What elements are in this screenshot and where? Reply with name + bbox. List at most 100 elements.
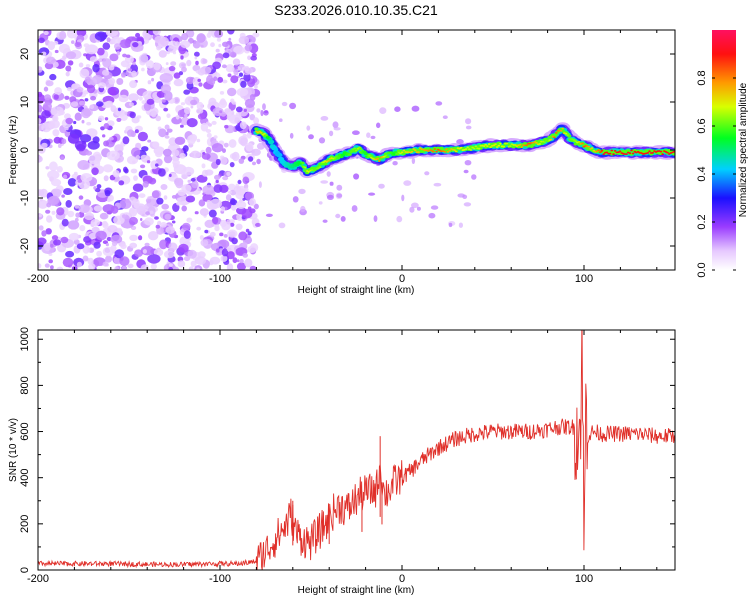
noise-blob bbox=[110, 205, 119, 214]
spectrogram-x-axis-label: Height of straight line (km) bbox=[298, 285, 415, 296]
noise-blob bbox=[172, 159, 180, 166]
noise-blob bbox=[213, 184, 223, 193]
noise-blob bbox=[59, 30, 67, 40]
noise-blob bbox=[98, 115, 105, 122]
noise-blob bbox=[67, 220, 80, 230]
noise-blob bbox=[264, 110, 269, 114]
noise-blob bbox=[219, 232, 224, 237]
ridge-mark bbox=[436, 146, 441, 150]
noise-blob bbox=[94, 31, 107, 41]
noise-blob bbox=[161, 203, 169, 210]
noise-blob bbox=[65, 200, 72, 208]
ridge-mark bbox=[543, 141, 546, 144]
noise-blob bbox=[132, 61, 136, 66]
noise-blob bbox=[244, 98, 255, 108]
ridge-mark bbox=[323, 162, 328, 166]
ridge-mark bbox=[273, 146, 276, 149]
y-tick-label: -10 bbox=[19, 190, 31, 206]
noise-blob bbox=[241, 208, 253, 219]
ridge-mark bbox=[487, 143, 491, 146]
noise-blob bbox=[233, 45, 245, 55]
noise-blob bbox=[198, 199, 206, 207]
noise-blob bbox=[85, 64, 91, 68]
ridge-mark bbox=[338, 155, 342, 158]
noise-blob bbox=[137, 131, 148, 142]
noise-blob bbox=[141, 67, 145, 72]
noise-blob bbox=[65, 250, 75, 258]
noise-blob bbox=[170, 61, 177, 66]
noise-blob bbox=[138, 96, 143, 101]
noise-blob bbox=[463, 169, 469, 174]
noise-blob bbox=[163, 90, 168, 94]
noise-blob bbox=[140, 218, 143, 221]
noise-blob bbox=[102, 240, 108, 245]
noise-blob bbox=[226, 263, 234, 270]
noise-blob bbox=[103, 123, 110, 129]
noise-blob bbox=[160, 184, 168, 190]
ridge-mark bbox=[452, 146, 457, 150]
noise-blob bbox=[206, 32, 212, 38]
noise-blob bbox=[163, 154, 173, 164]
ridge-mark bbox=[666, 151, 669, 154]
x-tick-label: 0 bbox=[399, 573, 405, 585]
noise-blob bbox=[151, 77, 155, 82]
ridge-mark bbox=[391, 153, 394, 156]
noise-blob bbox=[127, 129, 135, 137]
noise-blob bbox=[54, 49, 59, 54]
noise-blob bbox=[93, 186, 97, 190]
noise-blob bbox=[56, 266, 64, 270]
noise-blob bbox=[45, 166, 50, 170]
noise-blob bbox=[424, 171, 430, 176]
noise-blob bbox=[197, 78, 201, 82]
noise-blob bbox=[471, 174, 477, 180]
noise-blob bbox=[138, 235, 143, 241]
noise-blob bbox=[155, 224, 160, 229]
noise-blob bbox=[60, 236, 69, 244]
noise-blob bbox=[47, 41, 56, 51]
noise-blob bbox=[194, 56, 198, 60]
noise-blob bbox=[125, 198, 130, 203]
ridge-mark bbox=[497, 144, 501, 147]
noise-blob bbox=[102, 58, 112, 68]
noise-blob bbox=[82, 255, 89, 262]
noise-blob bbox=[39, 198, 43, 202]
noise-blob bbox=[84, 76, 91, 84]
noise-blob bbox=[102, 246, 115, 257]
y-tick-label: 20 bbox=[19, 48, 31, 60]
noise-blob bbox=[97, 58, 104, 63]
noise-blob bbox=[186, 217, 193, 223]
noise-blob bbox=[158, 168, 166, 177]
noise-blob bbox=[256, 158, 261, 165]
noise-blob bbox=[157, 220, 162, 226]
ridge-mark bbox=[363, 152, 366, 154]
ridge-mark bbox=[325, 160, 329, 163]
noise-blob bbox=[180, 40, 191, 49]
noise-blob bbox=[135, 32, 141, 38]
noise-blob bbox=[53, 239, 62, 246]
noise-blob bbox=[236, 212, 244, 221]
noise-blob bbox=[298, 188, 306, 195]
noise-blob bbox=[243, 108, 247, 112]
noise-blob bbox=[116, 78, 124, 85]
ridge-mark bbox=[554, 132, 558, 134]
noise-blob bbox=[200, 44, 204, 48]
noise-blob bbox=[242, 176, 250, 185]
noise-blob bbox=[260, 109, 264, 117]
noise-blob bbox=[86, 84, 96, 94]
noise-blob bbox=[114, 266, 119, 270]
noise-blob bbox=[88, 263, 96, 270]
x-tick-label: -200 bbox=[27, 273, 49, 285]
ridge-mark bbox=[477, 147, 481, 150]
noise-blob bbox=[45, 80, 54, 87]
noise-blob bbox=[199, 235, 204, 240]
noise-blob bbox=[76, 30, 87, 37]
noise-blob bbox=[247, 245, 257, 254]
ridge-mark bbox=[592, 149, 596, 152]
noise-blob bbox=[105, 100, 114, 107]
noise-blob bbox=[230, 204, 237, 211]
noise-blob bbox=[168, 65, 176, 72]
colorbar-label: Normalized spectral amplitude bbox=[738, 82, 749, 217]
noise-blob bbox=[219, 156, 228, 165]
ridge-mark bbox=[471, 146, 474, 149]
noise-blob bbox=[124, 111, 128, 116]
